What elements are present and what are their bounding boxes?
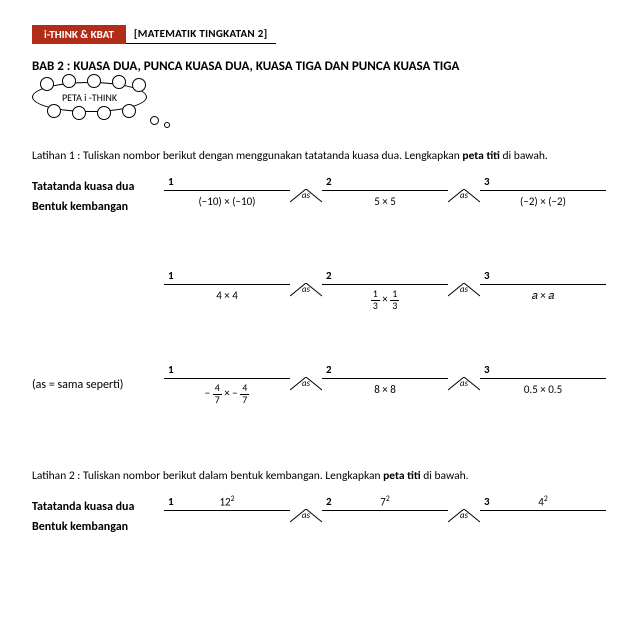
chapter-title: BAB 2 : KUASA DUA, PUNCA KUASA DUA, KUAS… xyxy=(32,58,606,76)
cell-2-3: 3𝑎 × 𝑎 xyxy=(480,284,606,326)
cell-4-2: 272 xyxy=(322,510,448,552)
cell-2-1: 14 × 4 xyxy=(164,284,290,326)
cell-1-2: 2 5 × 5 xyxy=(322,190,448,232)
cell-2-2: 213 × 13 xyxy=(322,284,448,326)
header-badge: i-THINK & KBAT xyxy=(32,25,126,44)
bridge-peak: as xyxy=(448,190,480,232)
cell-3-2: 28 × 8 xyxy=(322,378,448,420)
cell-4-3: 342 xyxy=(480,510,606,552)
page-header: i-THINK & KBAT [MATEMATIK TINGKATAN 2] xyxy=(32,24,606,44)
header-subject: [MATEMATIK TINGKATAN 2] xyxy=(126,24,276,44)
thought-bubble: PETA i -THINK xyxy=(32,82,606,130)
cell-4-1: 1122 xyxy=(164,510,290,552)
as-note: (as = sama seperti) xyxy=(32,362,164,392)
label-tatatanda: Tatatanda kuasa dua Bentuk kembangan xyxy=(32,174,164,214)
cell-1-1: 1 (−10) × (−10) xyxy=(164,190,290,232)
bridge-row-2: 14 × 4 as 213 × 13 as 3𝑎 × 𝑎 xyxy=(32,268,606,326)
cell-3-3: 30.5 × 0.5 xyxy=(480,378,606,420)
exercise2-instruction: Latihan 2 : Tuliskan nombor berikut dala… xyxy=(32,468,606,484)
cell-1-3: 3 (−2) × (−2) xyxy=(480,190,606,232)
exercise1-instruction: Latihan 1 : Tuliskan nombor berikut deng… xyxy=(32,148,606,164)
bridge-row-3: (as = sama seperti) 1− 47 × − 47 as 28 ×… xyxy=(32,362,606,420)
cell-3-1: 1− 47 × − 47 xyxy=(164,378,290,420)
bridge-row-4: Tatatanda kuasa dua Bentuk kembangan 112… xyxy=(32,494,606,552)
bridge-row-1: Tatatanda kuasa dua Bentuk kembangan 1 (… xyxy=(32,174,606,232)
label-tatatanda-2: Tatatanda kuasa dua Bentuk kembangan xyxy=(32,494,164,534)
bridge-peak: as xyxy=(290,190,322,232)
